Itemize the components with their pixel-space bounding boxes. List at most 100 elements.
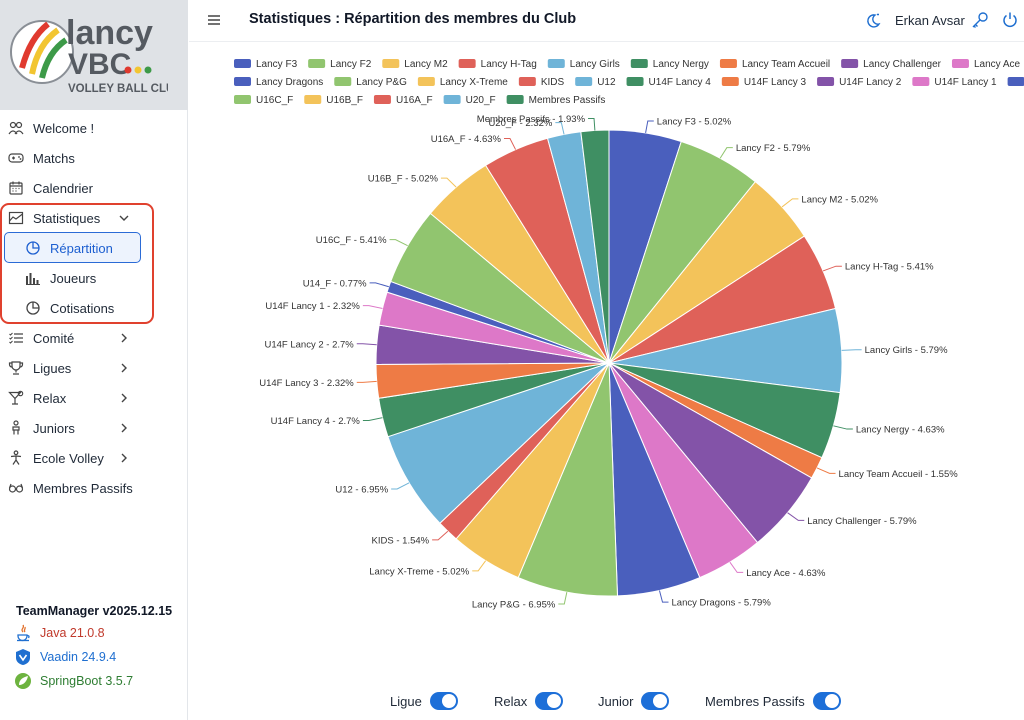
legend-swatch-lancy-m2[interactable]	[382, 59, 400, 68]
sidebar-item-comite[interactable]: Comité	[0, 323, 188, 353]
legend-label-lancy-x-treme[interactable]: Lancy X-Treme	[440, 77, 508, 88]
legend-label-lancy-nergy[interactable]: Lancy Nergy	[653, 59, 709, 70]
legend-swatch-lancy-dragons[interactable]	[234, 77, 251, 86]
label-leader-line	[719, 147, 733, 159]
sidebar-item-joueurs[interactable]: Joueurs	[0, 263, 188, 293]
legend-label-lancy-ace[interactable]: Lancy Ace	[974, 59, 1021, 70]
legend-swatch-u12[interactable]	[575, 77, 593, 86]
toggle-label: Relax	[494, 693, 528, 709]
tech-vaadin: Vaadin 24.9.4	[14, 647, 116, 667]
pie-chart-icon	[26, 301, 40, 315]
chart-legend: Lancy F3 Lancy F2 Lancy M2 Lancy H-Tag Lancy…	[234, 59, 1024, 106]
label-leader-line	[841, 349, 862, 351]
logout-power-icon[interactable]	[1001, 11, 1019, 29]
legend-label-lancy-f3[interactable]: Lancy F3	[256, 59, 298, 70]
ligue-switch[interactable]	[429, 692, 458, 710]
toggle-membres-passifs: Membres Passifs	[705, 686, 841, 716]
slice-label-lancy-challenger: Lancy Challenger - 5.79%	[807, 516, 917, 527]
sidebar-item-welcome[interactable]: Welcome !	[0, 113, 188, 143]
legend-label-u12[interactable]: U12	[597, 77, 616, 88]
label-leader-line	[645, 120, 654, 133]
legend-swatch-u14f-lancy-1[interactable]	[912, 77, 930, 86]
hamburger-menu-icon[interactable]	[206, 12, 222, 28]
vaadin-icon	[16, 649, 30, 665]
legend-swatch-kids[interactable]	[518, 77, 536, 86]
sidebar-item-relax[interactable]: Relax	[0, 383, 188, 413]
sidebar-item-membres-passifs[interactable]: Membres Passifs	[0, 473, 188, 503]
legend-swatch-lancy-f3[interactable]	[234, 59, 251, 68]
label-leader-line	[558, 592, 568, 605]
sidebar-item-statistiques[interactable]: Statistiques	[0, 203, 188, 233]
legend-label-kids[interactable]: KIDS	[541, 77, 565, 88]
sidebar-item-repartition[interactable]: Répartition	[0, 233, 188, 263]
legend-swatch-u14f-lancy-2[interactable]	[817, 77, 835, 86]
legend-swatch-u20-f[interactable]	[443, 95, 461, 104]
sidebar-item-label: Répartition	[50, 240, 113, 256]
legend-label-u14f-lancy-1[interactable]: U14F Lancy 1	[934, 77, 997, 88]
legend-label-u20-f[interactable]: U20_F	[466, 95, 496, 106]
legend-swatch-lancy-ace[interactable]	[951, 59, 969, 68]
slice-label-lancy-f2: Lancy F2 - 5.79%	[736, 143, 811, 154]
sidebar-item-calendrier[interactable]: Calendrier	[0, 173, 188, 203]
legend-swatch-lancy-f2[interactable]	[308, 59, 326, 68]
legend-swatch-u16a-f[interactable]	[373, 95, 391, 104]
legend-swatch-u14-f[interactable]	[1007, 77, 1024, 86]
legend-label-u14f-lancy-3[interactable]: U14F Lancy 3	[744, 77, 807, 88]
relax-switch[interactable]	[535, 692, 564, 710]
sidebar-item-matchs[interactable]: Matchs	[0, 143, 188, 173]
chevron-right-icon[interactable]	[118, 331, 130, 345]
sidebar-item-label: Juniors	[33, 420, 75, 436]
legend-label-lancy-f2[interactable]: Lancy F2	[330, 59, 372, 70]
sidebar-item-label: Comité	[33, 330, 75, 346]
legend-label-lancy-dragons[interactable]: Lancy Dragons	[256, 77, 323, 88]
legend-swatch-lancy-h-tag[interactable]	[458, 59, 476, 68]
legend-swatch-u14f-lancy-4[interactable]	[626, 77, 644, 86]
user-name[interactable]: Erkan Avsar	[895, 13, 965, 28]
sidebar-item-label: Cotisations	[50, 300, 115, 316]
label-leader-line	[362, 417, 383, 421]
legend-label-u16c-f[interactable]: U16C_F	[256, 95, 293, 106]
membres-passifs-switch[interactable]	[812, 692, 841, 710]
sidebar-item-cotisations[interactable]: Cotisations	[0, 293, 188, 323]
legend-label-u16b-f[interactable]: U16B_F	[326, 95, 363, 106]
legend-label-lancy-challenger[interactable]: Lancy Challenger	[863, 59, 941, 70]
slice-label-lancy-girls: Lancy Girls - 5.79%	[865, 345, 948, 356]
chevron-right-icon[interactable]	[118, 451, 130, 465]
gamepad-icon	[8, 153, 24, 163]
chevron-right-icon[interactable]	[118, 361, 130, 375]
users-icon	[8, 121, 24, 135]
sidebar-item-label: Ecole Volley	[33, 450, 104, 466]
sidebar-item-juniors[interactable]: Juniors	[0, 413, 188, 443]
chevron-right-icon[interactable]	[118, 421, 130, 435]
junior-switch[interactable]	[641, 692, 670, 710]
label-leader-line	[472, 560, 487, 572]
legend-label-u16a-f[interactable]: U16A_F	[396, 95, 433, 106]
legend-swatch-u16b-f[interactable]	[304, 95, 322, 104]
legend-label-u14f-lancy-2[interactable]: U14F Lancy 2	[839, 77, 902, 88]
chevron-right-icon[interactable]	[118, 391, 130, 405]
legend-swatch-lancy-challenger[interactable]	[841, 59, 859, 68]
legend-label-lancy-girls[interactable]: Lancy Girls	[570, 59, 620, 70]
legend-swatch-lancy-nergy[interactable]	[630, 59, 648, 68]
club-logo: lancy VBC VOLLEY BALL CLUB	[10, 14, 168, 95]
legend-label-lancy-h-tag[interactable]: Lancy H-Tag	[481, 59, 537, 70]
legend-swatch-u14f-lancy-3[interactable]	[721, 77, 739, 86]
sidebar-item-label: Ligues	[33, 360, 72, 376]
legend-label-membres-passifs[interactable]: Membres Passifs	[529, 95, 606, 106]
legend-label-lancy-m2[interactable]: Lancy M2	[404, 59, 448, 70]
legend-swatch-lancy-team-accueil[interactable]	[719, 59, 737, 68]
dark-mode-icon[interactable]	[864, 12, 882, 30]
legend-label-u14f-lancy-4[interactable]: U14F Lancy 4	[649, 77, 712, 88]
sidebar-item-ecole-volley[interactable]: Ecole Volley	[0, 443, 188, 473]
label-leader-line	[356, 380, 377, 383]
legend-label-lancy-p-g[interactable]: Lancy P&G	[356, 77, 407, 88]
legend-swatch-u16c-f[interactable]	[234, 95, 251, 104]
legend-swatch-lancy-p-g[interactable]	[334, 77, 352, 86]
legend-swatch-membres-passifs[interactable]	[506, 95, 524, 104]
key-icon[interactable]	[971, 11, 989, 29]
legend-swatch-lancy-girls[interactable]	[547, 59, 565, 68]
legend-swatch-lancy-x-treme[interactable]	[417, 77, 435, 86]
legend-label-lancy-team-accueil[interactable]: Lancy Team Accueil	[742, 59, 830, 70]
chevron-down-icon[interactable]	[118, 211, 130, 225]
sidebar-item-ligues[interactable]: Ligues	[0, 353, 188, 383]
